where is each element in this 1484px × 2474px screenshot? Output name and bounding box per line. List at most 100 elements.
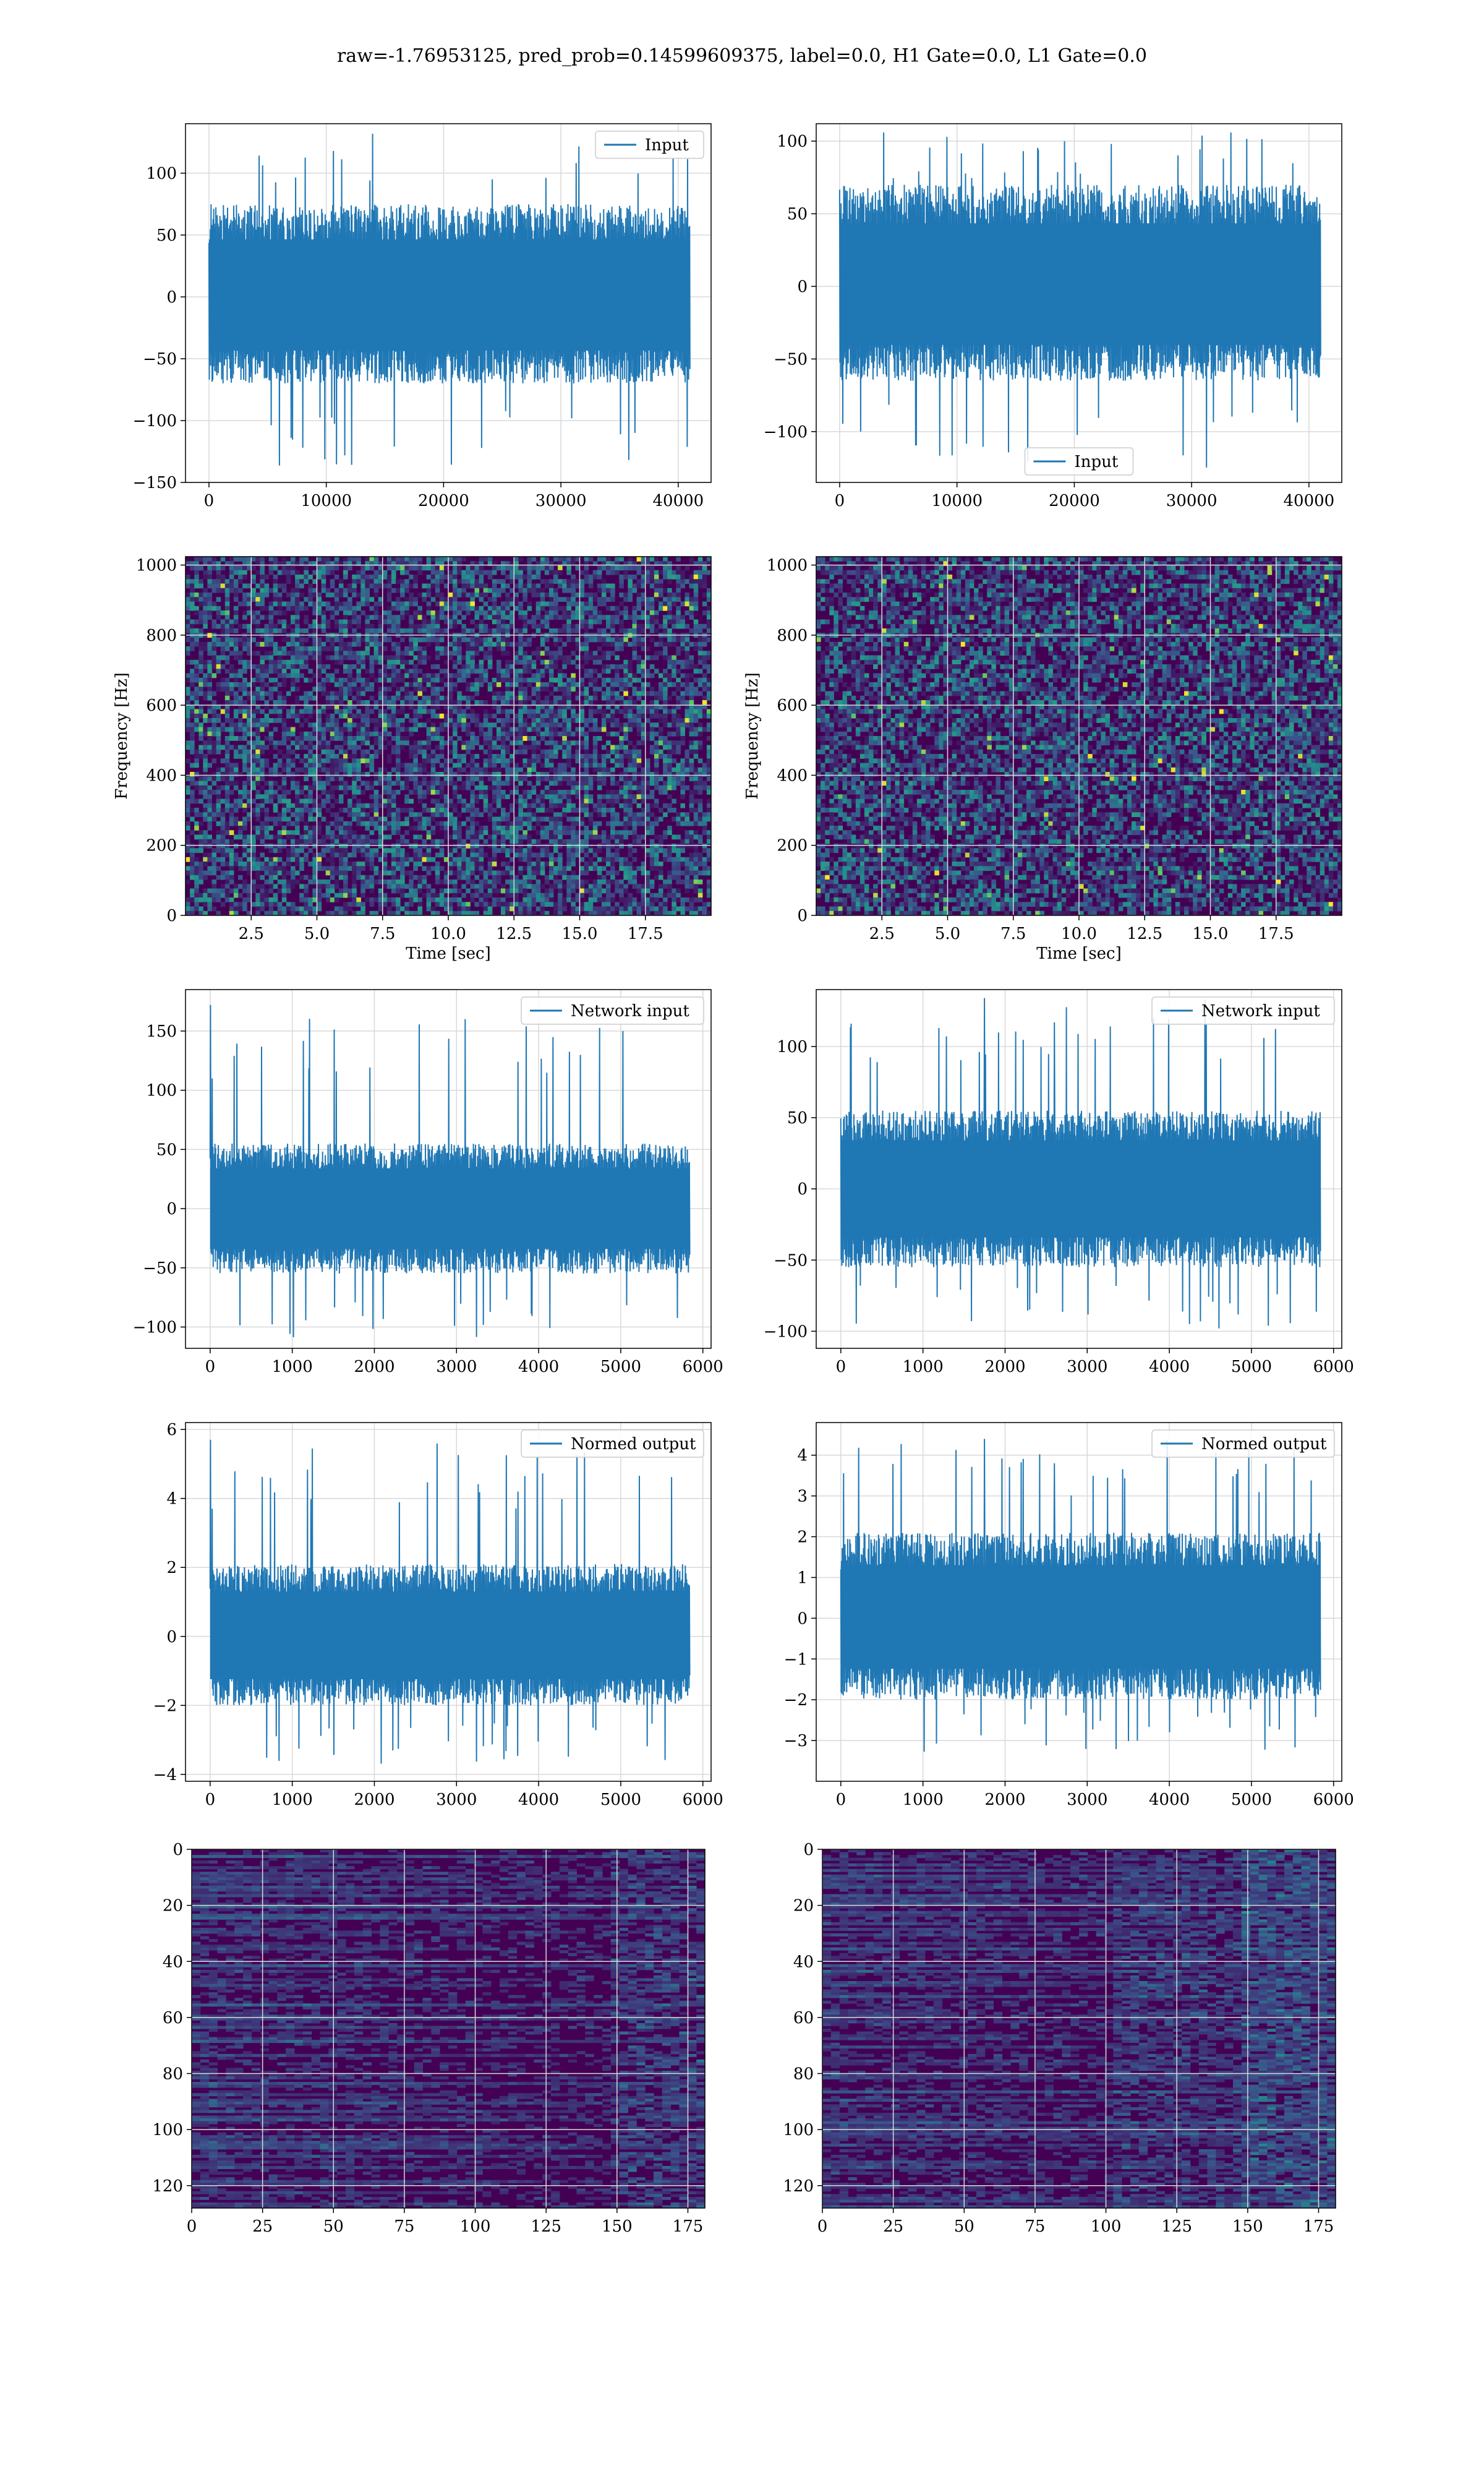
heatmap-cell [282, 660, 287, 665]
heatmap-cell [265, 758, 270, 763]
heatmap-cell [225, 588, 230, 593]
heatmap-cell [571, 897, 576, 902]
heatmap-cell [484, 718, 488, 723]
heatmap-cell [304, 646, 309, 651]
heatmap-cell [518, 557, 523, 562]
heatmap-cell [566, 794, 571, 799]
heatmap-cell [518, 902, 523, 907]
heatmap-cell [400, 884, 405, 889]
heatmap-cell [562, 871, 567, 876]
heatmap-cell [497, 727, 501, 732]
heatmap-cell [203, 646, 208, 651]
heatmap-cell [488, 682, 493, 687]
heatmap-cell [558, 826, 563, 831]
heatmap-cell [453, 615, 458, 620]
heatmap-cell [501, 606, 506, 611]
heatmap-cell [299, 575, 304, 580]
heatmap-cell [536, 803, 541, 808]
heatmap-cell [545, 889, 550, 894]
heatmap-cell [234, 772, 239, 777]
heatmap-cell [360, 575, 365, 580]
heatmap-cell [484, 750, 488, 755]
heatmap-cell [260, 660, 265, 665]
heatmap-cell [422, 857, 427, 862]
heatmap-cell [440, 593, 445, 597]
heatmap-cell [194, 763, 199, 768]
heatmap-cell [558, 866, 563, 871]
heatmap-cell [431, 584, 436, 589]
heatmap-cell [518, 638, 523, 643]
heatmap-cell [527, 781, 532, 786]
heatmap-cell [571, 884, 576, 889]
heatmap-cell [522, 584, 527, 589]
heatmap-cell [225, 897, 230, 902]
heatmap-cell [299, 790, 304, 795]
heatmap-cell [207, 736, 212, 741]
heatmap-cell [558, 584, 563, 589]
heatmap-cell [221, 848, 226, 853]
heatmap-cell [308, 575, 313, 580]
heatmap-cell [260, 794, 265, 799]
heatmap-cell [549, 893, 554, 898]
heatmap-cell [374, 615, 379, 620]
heatmap-cell [549, 754, 554, 759]
heatmap-cell [580, 579, 585, 584]
heatmap-cell [497, 794, 501, 799]
heatmap-cell [440, 566, 445, 571]
heatmap-cell [234, 566, 239, 571]
heatmap-cell [203, 785, 208, 790]
heatmap-cell [522, 593, 527, 597]
heatmap-cell [532, 588, 537, 593]
heatmap-cell [440, 889, 445, 894]
heatmap-cell [518, 866, 523, 871]
y-tick-label: 50 [787, 205, 808, 224]
heatmap-cell [391, 579, 396, 584]
heatmap-cell [549, 826, 554, 831]
heatmap-cell [343, 857, 348, 862]
heatmap-cell [505, 714, 510, 719]
series-body [840, 223, 1321, 345]
heatmap-cell [225, 745, 230, 750]
heatmap-cell [501, 696, 506, 701]
heatmap-cell [225, 803, 230, 808]
heatmap-cell [225, 794, 230, 799]
heatmap-cell [457, 691, 462, 696]
heatmap-cell [255, 691, 260, 696]
heatmap-cell [216, 638, 221, 643]
heatmap-cell [435, 821, 440, 826]
heatmap-cell [387, 588, 392, 593]
heatmap-cell [549, 584, 554, 589]
heatmap-cell [566, 826, 571, 831]
heatmap-cell [207, 678, 212, 683]
heatmap-cell [186, 584, 190, 589]
heatmap-cell [545, 593, 550, 597]
heatmap-cell [536, 758, 541, 763]
heatmap-cell [400, 709, 405, 714]
heatmap-cell [566, 866, 571, 871]
heatmap-cell [417, 826, 422, 831]
heatmap-cell [282, 664, 287, 669]
heatmap-cell [422, 740, 427, 745]
heatmap-cell [536, 610, 541, 615]
heatmap-cell [216, 799, 221, 804]
heatmap-cell [540, 588, 545, 593]
heatmap-cell [335, 835, 339, 840]
heatmap-cell [242, 638, 247, 643]
heatmap-cell [484, 853, 488, 858]
heatmap-cell [413, 722, 418, 727]
heatmap-cell [427, 866, 432, 871]
heatmap-cell [194, 893, 199, 898]
heatmap-cell [387, 660, 392, 665]
heatmap-cell [229, 732, 234, 737]
heatmap-cell [532, 758, 537, 763]
heatmap-cell [427, 575, 432, 580]
heatmap-cell [295, 871, 300, 876]
heatmap-cell [532, 772, 537, 777]
heatmap-cell [536, 674, 541, 678]
heatmap-cell [453, 732, 458, 737]
heatmap-cell [339, 628, 344, 633]
heatmap-cell [360, 902, 365, 907]
heatmap-cell [291, 871, 296, 876]
heatmap-cell [238, 754, 243, 759]
heatmap-cell [343, 646, 348, 651]
